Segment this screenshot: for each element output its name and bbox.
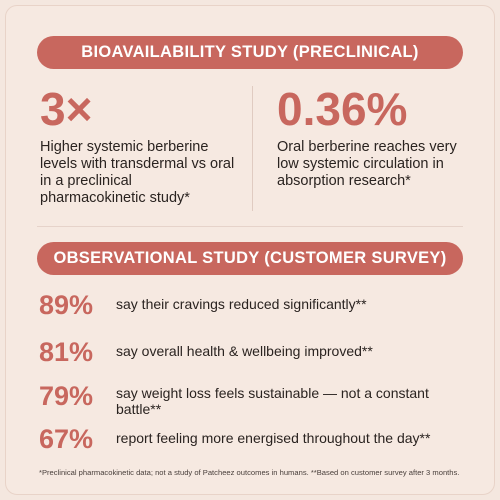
horizontal-divider xyxy=(37,226,463,227)
survey-stat-row: 89% say their cravings reduced significa… xyxy=(39,290,469,320)
stat-value-036: 0.36% xyxy=(277,83,408,135)
stat-value-3x: 3× xyxy=(40,83,93,135)
survey-stat-row: 79% say weight loss feels sustainable — … xyxy=(39,381,469,417)
survey-percent: 79% xyxy=(39,381,94,411)
survey-percent: 67% xyxy=(39,424,94,454)
survey-text: say overall health & wellbeing improved*… xyxy=(116,343,373,359)
preclinical-heading: BIOAVAILABILITY STUDY (PRECLINICAL) xyxy=(37,36,463,69)
survey-stat-row: 67% report feeling more energised throug… xyxy=(39,424,469,454)
survey-percent: 81% xyxy=(39,337,94,367)
observational-heading: OBSERVATIONAL STUDY (CUSTOMER SURVEY) xyxy=(37,242,463,275)
survey-stat-row: 81% say overall health & wellbeing impro… xyxy=(39,337,469,367)
stat-description-036: Oral berberine reaches very low systemic… xyxy=(277,139,457,189)
survey-percent: 89% xyxy=(39,290,94,320)
stat-description-3x: Higher systemic berberine levels with tr… xyxy=(40,139,235,206)
vertical-divider xyxy=(252,86,253,211)
footnote: *Preclinical pharmacokinetic data; not a… xyxy=(39,468,460,477)
survey-text: report feeling more energised throughout… xyxy=(116,430,431,446)
survey-text: say their cravings reduced significantly… xyxy=(116,296,367,312)
survey-text: say weight loss feels sustainable — not … xyxy=(116,385,429,417)
